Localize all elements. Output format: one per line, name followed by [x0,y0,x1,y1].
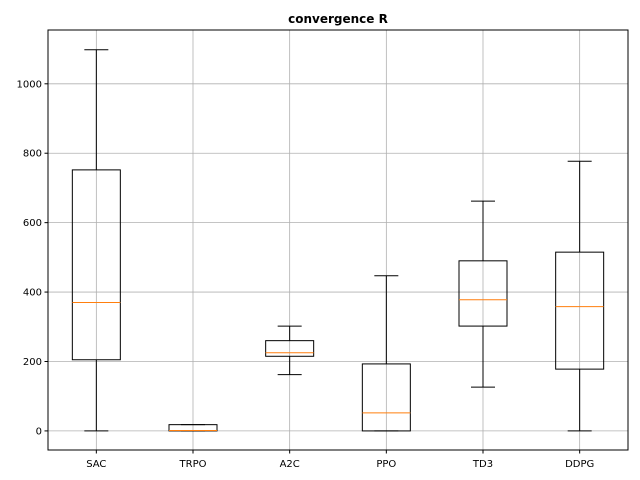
y-tick-label: 400 [23,288,42,299]
iqr-box-a2c [265,340,315,357]
x-tick-label-a2c: A2C [280,459,300,470]
plot-area-frame [47,29,629,451]
iqr-box-td3 [458,260,508,327]
x-tick-label-ppo: PPO [376,459,396,470]
iqr-box-ppo [361,363,411,432]
y-tick-label: 1000 [17,79,42,90]
grid-lines [48,30,628,450]
box-ppo [361,275,411,432]
chart-title: convergence R [288,12,388,26]
x-tick-label-sac: SAC [86,459,106,470]
y-tick-label: 800 [23,149,42,160]
box-td3 [458,200,508,388]
box-a2c [265,325,315,376]
box-ddpg [555,160,605,432]
iqr-box-sac [71,169,121,361]
y-tick-label: 600 [23,218,42,229]
y-axis: 0 200 400 600 800 1000 [17,79,48,437]
y-tick-label: 0 [36,426,42,437]
box-sac [71,49,121,432]
box-trpo [168,424,218,432]
x-axis: SAC TRPO A2C PPO TD3 DDPG [86,450,594,470]
box-series [71,49,605,432]
x-tick-label-td3: TD3 [472,459,493,470]
x-tick-label-ddpg: DDPG [565,459,594,470]
iqr-box-ddpg [555,251,605,370]
y-tick-label: 200 [23,357,42,368]
x-tick-label-trpo: TRPO [179,459,207,470]
